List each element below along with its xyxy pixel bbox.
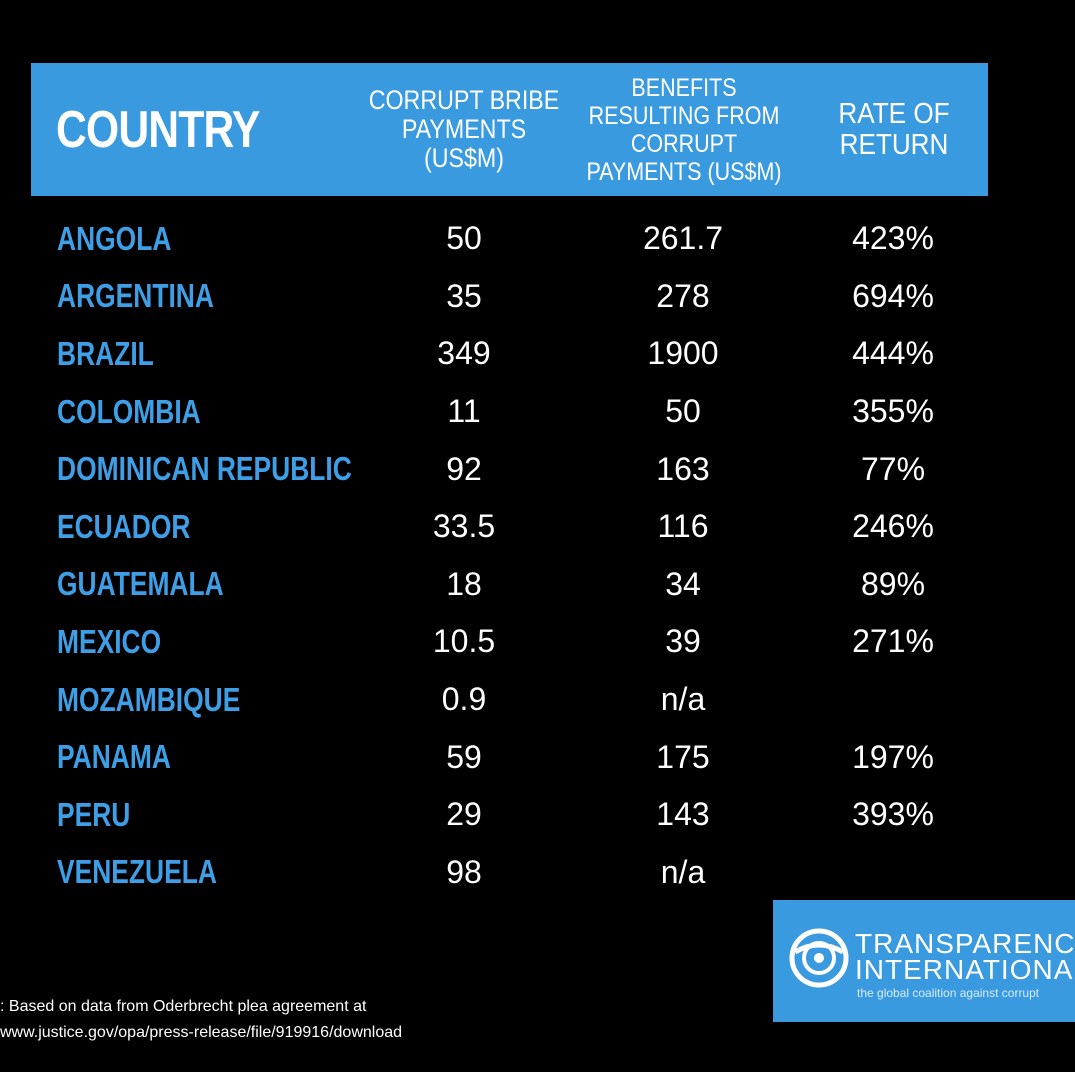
cell-country: MEXICO: [57, 622, 162, 660]
cell-bribe-payments: 92: [446, 450, 482, 487]
cell-bribe-payments: 18: [446, 565, 482, 602]
cell-bribe-payments: 98: [446, 853, 482, 890]
cell-rate-of-return: 423%: [852, 220, 934, 257]
table-row: ECUADOR 33.5 116 246%: [0, 498, 1075, 556]
cell-benefits: n/a: [660, 681, 706, 718]
cell-rate-of-return: 271%: [852, 623, 934, 660]
cell-bribe-payments: 59: [446, 738, 482, 775]
cell-bribe-payments: 50: [446, 220, 482, 257]
cell-country: VENEZUELA: [57, 853, 217, 891]
cell-country: GUATEMALA: [57, 565, 224, 603]
cell-benefits: 39: [665, 623, 701, 660]
cell-country: MOZAMBIQUE: [57, 680, 241, 718]
cell-benefits: n/a: [660, 853, 706, 890]
cell-bribe-payments: 33.5: [432, 508, 496, 545]
cell-rate-of-return: 77%: [860, 450, 926, 487]
cell-rate-of-return: 197%: [852, 738, 934, 775]
cell-benefits: 261.7: [642, 220, 724, 257]
transparency-international-logo-icon: [789, 928, 849, 988]
cell-bribe-payments: 11: [447, 393, 481, 430]
cell-benefits: 116: [657, 508, 709, 545]
table-body: ANGOLA 50 261.7 423% ARGENTINA 35 278 694% BRAZI…: [0, 210, 1075, 901]
logo-tagline: the global coalition against corrupt: [857, 986, 1040, 1000]
source-line-1: : Based on data from Oderbrecht plea agr…: [0, 998, 367, 1015]
cell-country: ANGOLA: [57, 219, 172, 257]
transparency-international-logo: TRANSPARENC INTERNATIONA the global coal…: [773, 900, 1075, 1022]
cell-bribe-payments: 29: [446, 796, 482, 833]
cell-benefits: 278: [656, 277, 710, 314]
cell-country: PERU: [57, 795, 131, 833]
cell-country: BRAZIL: [57, 334, 154, 372]
table-row: PERU 29 143 393%: [0, 786, 1075, 844]
cell-country: COLOMBIA: [57, 392, 201, 430]
cell-benefits: 1900: [647, 335, 719, 372]
table-row: VENEZUELA 98 n/a: [0, 844, 1075, 902]
header-benefits: BENEFITS RESULTING FROM CORRUPT PAYMENTS…: [586, 73, 782, 186]
cell-rate-of-return: [823, 671, 963, 729]
table-row: MOZAMBIQUE 0.9 n/a: [0, 671, 1075, 729]
cell-rate-of-return: 444%: [852, 335, 934, 372]
table-row: DOMINICAN REPUBLIC 92 163 77%: [0, 440, 1075, 498]
cell-country: ARGENTINA: [57, 277, 214, 315]
cell-benefits: 50: [665, 393, 701, 430]
source-line-2: www.justice.gov/opa/press-release/file/9…: [0, 1024, 403, 1041]
logo-text-line-2: INTERNATIONA: [855, 954, 1074, 985]
cell-country: DOMINICAN REPUBLIC: [57, 450, 352, 488]
cell-rate-of-return: 694%: [852, 277, 934, 314]
table-row: GUATEMALA 18 34 89%: [0, 556, 1075, 614]
table-row: PANAMA 59 175 197%: [0, 728, 1075, 786]
cell-country: ECUADOR: [57, 507, 191, 545]
source-note: : Based on data from Oderbrecht plea agr…: [0, 994, 560, 1046]
cell-benefits: 175: [656, 738, 710, 775]
cell-rate-of-return: 246%: [852, 508, 934, 545]
cell-bribe-payments: 35: [446, 277, 482, 314]
header-country: COUNTRY: [56, 100, 260, 159]
cell-rate-of-return: [823, 844, 963, 902]
table-row: ANGOLA 50 261.7 423%: [0, 210, 1075, 268]
header-rate-of-return: RATE OF RETURN: [838, 97, 950, 161]
cell-rate-of-return: 89%: [860, 565, 926, 602]
cell-benefits: 143: [656, 796, 710, 833]
cell-bribe-payments: 349: [437, 335, 491, 372]
logo-text-line-1: TRANSPARENC: [855, 928, 1075, 959]
table-row: ARGENTINA 35 278 694%: [0, 268, 1075, 326]
cell-bribe-payments: 10.5: [432, 623, 496, 660]
table-row: BRAZIL 349 1900 444%: [0, 325, 1075, 383]
cell-country: PANAMA: [57, 738, 171, 776]
table-header: COUNTRY CORRUPT BRIBE PAYMENTS (US$M) BE…: [31, 63, 988, 196]
header-bribe-payments: CORRUPT BRIBE PAYMENTS (US$M): [368, 85, 560, 173]
table-row: COLOMBIA 11 50 355%: [0, 383, 1075, 441]
cell-benefits: 163: [656, 450, 710, 487]
cell-rate-of-return: 393%: [852, 796, 934, 833]
table-row: MEXICO 10.5 39 271%: [0, 613, 1075, 671]
cell-bribe-payments: 0.9: [441, 681, 487, 718]
cell-rate-of-return: 355%: [852, 393, 934, 430]
cell-benefits: 34: [665, 565, 701, 602]
